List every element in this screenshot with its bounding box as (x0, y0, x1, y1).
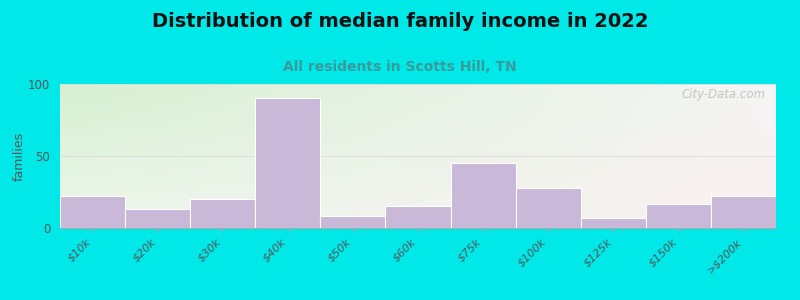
Bar (450, 163, 516, 228)
Bar (190, 199, 255, 228)
Bar (646, 203, 711, 228)
Text: City-Data.com: City-Data.com (681, 88, 766, 101)
Bar (320, 217, 386, 228)
Bar (516, 188, 581, 228)
Bar (386, 206, 450, 228)
Bar (60, 196, 125, 228)
Bar (125, 209, 190, 228)
Bar (711, 196, 776, 228)
Bar (581, 218, 646, 228)
Text: Distribution of median family income in 2022: Distribution of median family income in … (152, 12, 648, 31)
Bar (255, 98, 320, 228)
Text: All residents in Scotts Hill, TN: All residents in Scotts Hill, TN (283, 60, 517, 74)
Y-axis label: families: families (12, 131, 26, 181)
